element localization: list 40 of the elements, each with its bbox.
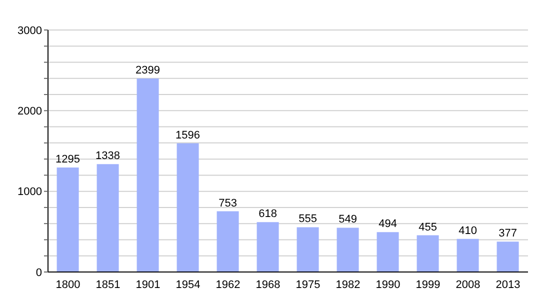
bar bbox=[416, 235, 439, 272]
y-tick-label: 2000 bbox=[18, 106, 42, 118]
bar bbox=[256, 222, 279, 272]
data-label: 494 bbox=[378, 218, 397, 230]
bar bbox=[56, 168, 79, 272]
bar bbox=[216, 211, 239, 272]
data-label: 549 bbox=[338, 214, 357, 226]
data-label: 410 bbox=[458, 224, 477, 237]
x-tick-label: 1962 bbox=[216, 278, 240, 291]
x-tick-label: 1901 bbox=[136, 278, 160, 291]
data-label: 377 bbox=[498, 228, 517, 240]
bar bbox=[456, 238, 479, 272]
x-tick-label: 1975 bbox=[296, 278, 320, 291]
bar bbox=[376, 232, 399, 272]
bar bbox=[496, 242, 519, 272]
y-tick-label: 3000 bbox=[18, 24, 42, 37]
data-label: 455 bbox=[418, 221, 437, 234]
bar bbox=[296, 227, 319, 272]
bar bbox=[96, 164, 119, 272]
x-tick-label: 1982 bbox=[336, 278, 360, 291]
x-tick-label: 2008 bbox=[456, 278, 480, 291]
bar bbox=[136, 78, 159, 272]
bar bbox=[336, 228, 359, 272]
x-tick-label: 1968 bbox=[256, 278, 280, 291]
data-label: 1295 bbox=[56, 154, 80, 166]
data-label: 2399 bbox=[136, 64, 160, 76]
data-label: 753 bbox=[218, 197, 237, 210]
x-tick-label: 1851 bbox=[96, 278, 120, 291]
x-tick-label: 1954 bbox=[176, 278, 200, 291]
data-label: 555 bbox=[298, 213, 317, 226]
x-tick-label: 2013 bbox=[496, 278, 520, 291]
x-tick-label: 1990 bbox=[376, 278, 400, 291]
y-tick-label: 0 bbox=[36, 266, 42, 279]
bar bbox=[176, 143, 199, 272]
data-label: 1596 bbox=[176, 129, 200, 142]
x-tick-label: 1999 bbox=[416, 278, 440, 291]
y-tick-label: 1000 bbox=[18, 186, 42, 198]
data-label: 1338 bbox=[96, 150, 120, 162]
x-tick-label: 1800 bbox=[56, 278, 80, 291]
data-label: 618 bbox=[258, 208, 277, 220]
